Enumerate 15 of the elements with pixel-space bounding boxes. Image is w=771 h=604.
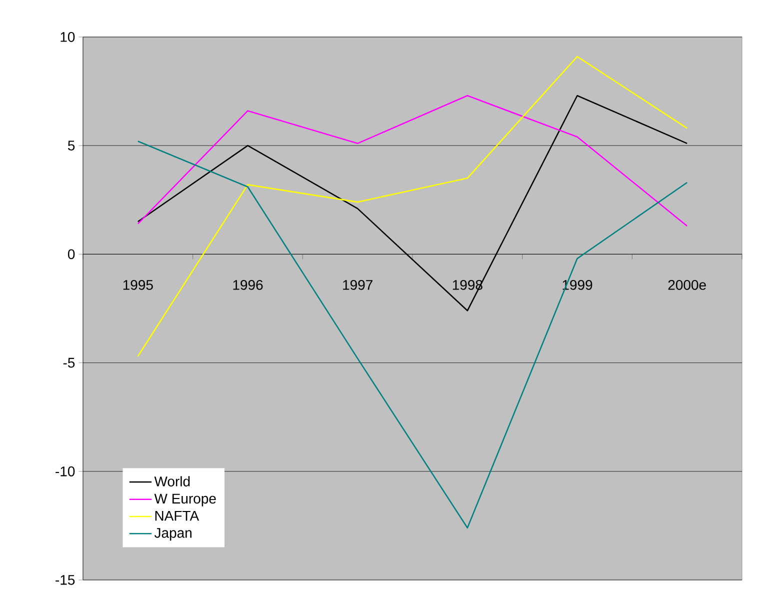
y-tick-label: -15 (56, 575, 75, 585)
y-tick-label: 5 (68, 140, 75, 150)
y-tick-label: 0 (68, 249, 75, 260)
legend-label: Japan (154, 528, 192, 541)
y-tick-label: -5 (63, 358, 75, 368)
x-tick-label: 2000e (668, 280, 706, 290)
y-tick-label: -10 (56, 466, 75, 476)
legend-label: World (154, 476, 190, 486)
legend-label: W Europe (154, 494, 216, 506)
x-tick-label: 1995 (123, 280, 153, 290)
line-series (137, 94, 688, 227)
legend-label: NAFTA (155, 510, 200, 521)
x-tick-label: 1996 (233, 280, 263, 290)
x-tick-label: 1997 (343, 280, 372, 290)
y-tick-label: 10 (60, 32, 75, 42)
